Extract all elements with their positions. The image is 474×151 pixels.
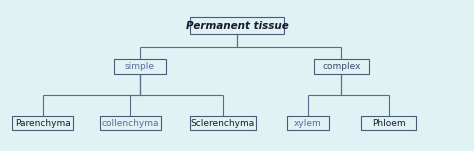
Text: complex: complex [322, 62, 361, 71]
FancyBboxPatch shape [190, 116, 256, 130]
Text: Sclerenchyma: Sclerenchyma [191, 119, 255, 128]
Text: xylem: xylem [294, 119, 322, 128]
Text: simple: simple [125, 62, 155, 71]
FancyBboxPatch shape [114, 59, 166, 74]
Text: collenchyma: collenchyma [101, 119, 159, 128]
FancyBboxPatch shape [100, 116, 161, 130]
Text: Permanent tissue: Permanent tissue [186, 21, 288, 31]
FancyBboxPatch shape [287, 116, 329, 130]
FancyBboxPatch shape [190, 17, 284, 34]
Text: Parenchyma: Parenchyma [15, 119, 71, 128]
FancyBboxPatch shape [361, 116, 416, 130]
FancyBboxPatch shape [12, 116, 73, 130]
FancyBboxPatch shape [314, 59, 368, 74]
Text: Phloem: Phloem [372, 119, 405, 128]
